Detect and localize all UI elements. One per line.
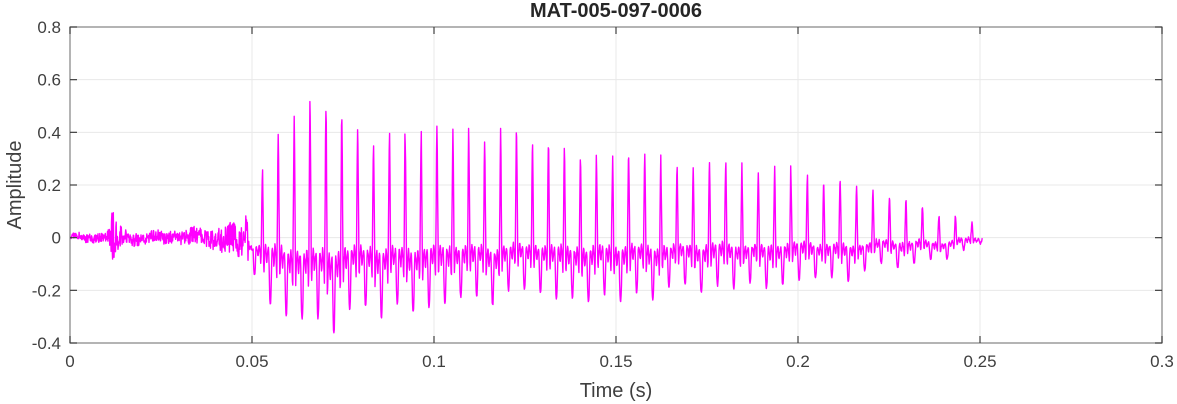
y-tick-label: 0 [52,229,61,248]
y-tick-label: -0.4 [32,334,61,353]
plot-title: MAT-005-097-0006 [530,0,702,22]
x-tick-label: 0 [65,352,74,371]
grid-layer [70,27,1162,343]
y-tick-label: 0.6 [37,71,61,90]
x-tick-label: 0.05 [235,352,268,371]
x-tick-label: 0.25 [963,352,996,371]
x-tick-label: 0.2 [786,352,810,371]
x-tick-label: 0.3 [1150,352,1174,371]
x-tick-label: 0.1 [422,352,446,371]
y-tick-label: 0.8 [37,18,61,37]
x-tick-label: 0.15 [599,352,632,371]
y-tick-label: 0.4 [37,123,61,142]
y-tick-label: 0.2 [37,176,61,195]
x-axis-label: Time (s) [580,380,653,402]
axes-layer [69,26,1163,344]
waveform-layer [69,100,983,334]
y-tick-label: -0.2 [32,281,61,300]
waveform-line [69,100,983,334]
tick-label-layer: 0 0.05 0.1 0.15 0.2 0.25 0.3 -0.4 -0.2 0 0.2 0.4 0.6… [32,18,1174,371]
y-axis-label: Amplitude [4,141,26,230]
